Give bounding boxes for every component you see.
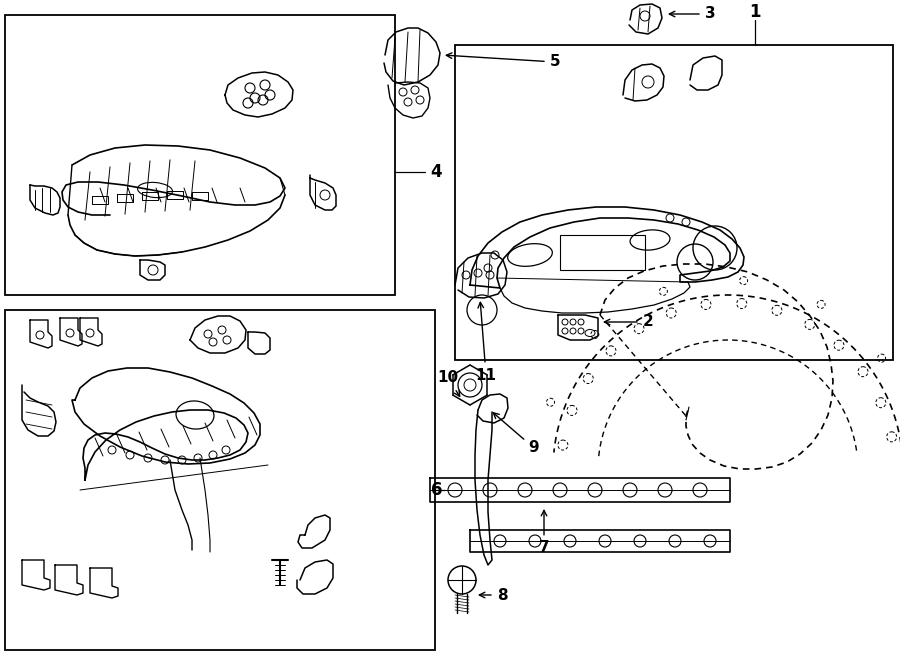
Text: 2: 2 bbox=[604, 315, 653, 329]
Text: 10: 10 bbox=[437, 371, 460, 397]
Text: 4: 4 bbox=[430, 163, 442, 181]
Text: 6: 6 bbox=[430, 481, 442, 499]
Bar bbox=[560, 235, 645, 270]
Text: 5: 5 bbox=[446, 53, 561, 69]
Bar bbox=[455, 45, 893, 360]
Text: 9: 9 bbox=[493, 413, 539, 455]
Bar bbox=[5, 310, 435, 650]
Text: 11: 11 bbox=[475, 302, 497, 383]
Text: 3: 3 bbox=[670, 7, 716, 22]
Text: 7: 7 bbox=[539, 510, 549, 555]
Text: 8: 8 bbox=[480, 588, 508, 602]
Text: 1: 1 bbox=[749, 3, 760, 21]
Bar bbox=[5, 15, 395, 295]
